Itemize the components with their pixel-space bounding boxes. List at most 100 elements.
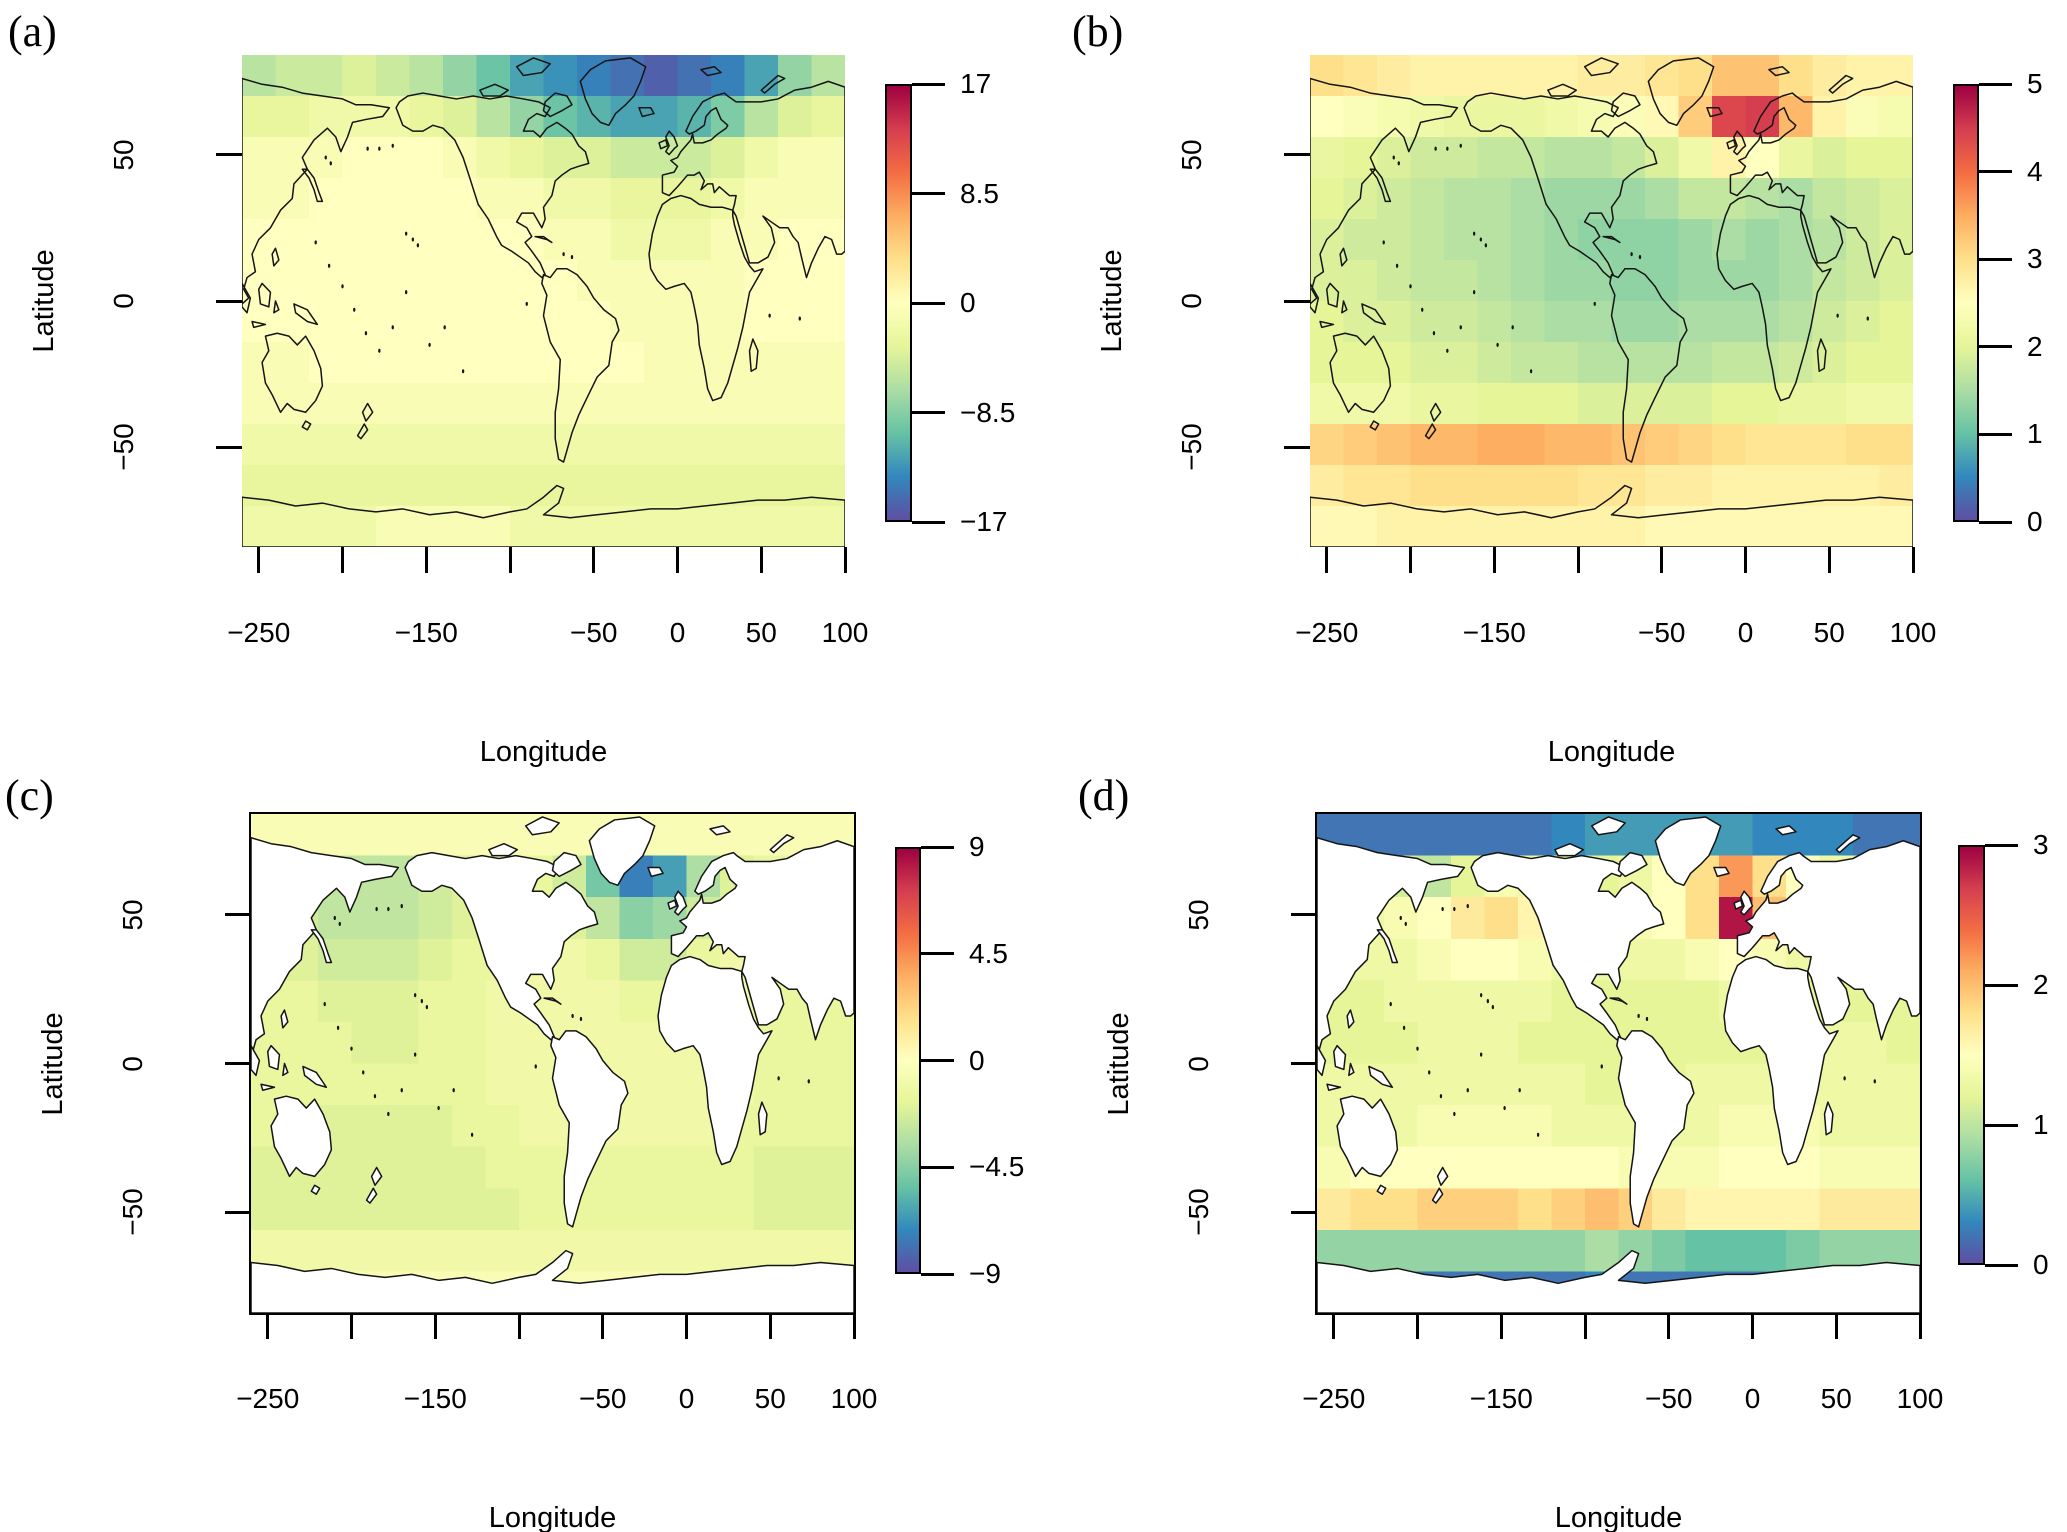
colorbar-tick (1979, 257, 2012, 261)
y-axis-title: Latitude (37, 1011, 69, 1116)
x-axis-tick (768, 1313, 772, 1339)
colorbar-tick (1985, 1123, 2018, 1127)
x-axis-tick-label: −50 (570, 617, 618, 648)
x-axis-tick (517, 1313, 521, 1339)
y-axis-tick (1284, 299, 1310, 303)
map-plot (242, 55, 845, 547)
x-axis-tick (1834, 1313, 1838, 1339)
y-axis-tick-label: 0 (1176, 293, 1207, 309)
colorbar-tick-label: −17 (960, 506, 1008, 537)
map-plot (1315, 812, 1922, 1315)
colorbar-tick (1979, 82, 2012, 86)
coastline-overlay (1317, 814, 1920, 1313)
colorbar-tick (921, 952, 954, 956)
x-axis-tick (1660, 547, 1664, 573)
colorbar-tick-label: 0 (960, 287, 976, 318)
colorbar-tick-label: 17 (960, 68, 992, 99)
colorbar-tick (912, 301, 945, 305)
x-axis-tick-label: −250 (236, 1383, 300, 1414)
colorbar-tick-label: 0 (969, 1044, 985, 1076)
coastline-overlay (251, 814, 854, 1313)
x-axis-tick-label: −250 (1295, 617, 1359, 648)
colorbar-tick-label: 2 (2033, 969, 2049, 1000)
y-axis-tick-label: 50 (1183, 899, 1214, 931)
colorbar-tick (1985, 1263, 2018, 1267)
x-axis-tick (1325, 547, 1329, 573)
x-axis-tick-label: −250 (227, 617, 291, 648)
x-axis-tick (1492, 547, 1496, 573)
colorbar-tick (1979, 432, 2012, 436)
heatmap-canvas (242, 55, 845, 547)
x-axis-tick-label: −150 (394, 617, 458, 648)
colorbar-tick (912, 520, 945, 524)
x-axis-tick (1667, 1313, 1671, 1339)
colorbar-gradient (885, 84, 912, 522)
x-axis-tick-label: 100 (1889, 617, 1937, 648)
y-axis-tick (216, 153, 242, 157)
colorbar-tick-label: 9 (969, 831, 985, 862)
colorbar-tick (1979, 345, 2012, 349)
y-axis-tick-label: −50 (1183, 1188, 1214, 1236)
x-axis-title: Longitude (1554, 1502, 1683, 1532)
y-axis-tick (225, 1062, 251, 1065)
colorbar-gradient (1958, 845, 1985, 1265)
colorbar-gradient (1953, 84, 1979, 522)
colorbar-tick (1979, 170, 2012, 174)
panel-letter: (a) (8, 7, 57, 56)
y-axis-tick (225, 1210, 251, 1214)
map-plot (249, 812, 856, 1315)
x-axis-tick (1827, 547, 1831, 573)
x-axis-tick-label: 100 (830, 1383, 878, 1414)
colorbar-gradient (895, 847, 921, 1274)
x-axis-tick-label: −50 (579, 1383, 627, 1414)
y-axis-title: Latitude (28, 249, 60, 353)
heatmap-canvas (1310, 55, 1913, 547)
colorbar-tick (1985, 983, 2018, 987)
y-axis-tick-label: 50 (108, 138, 139, 171)
x-axis-tick (1416, 1313, 1419, 1339)
x-axis-tick (676, 547, 679, 573)
colorbar-tick (921, 1272, 954, 1276)
x-axis-tick-label: 0 (669, 617, 686, 648)
x-axis-tick-label: −50 (1645, 1383, 1693, 1414)
x-axis-tick (852, 1313, 856, 1339)
x-axis-tick (685, 1313, 688, 1339)
x-axis-tick (266, 1313, 270, 1339)
x-axis-tick (508, 547, 512, 573)
colorbar-tick (912, 82, 945, 86)
y-axis-tick-label: 0 (108, 293, 139, 309)
colorbar-tick (921, 845, 954, 849)
x-axis-tick (1332, 1313, 1336, 1339)
panel-letter: (d) (1078, 771, 1130, 820)
colorbar-tick-label: 3 (2027, 243, 2043, 275)
x-axis-tick-label: 50 (745, 617, 777, 648)
y-axis-tick-label: 50 (117, 899, 148, 931)
x-axis-tick-label: 50 (1820, 1383, 1852, 1414)
x-axis-tick (1499, 1313, 1503, 1339)
colorbar-tick-label: 3 (2033, 829, 2049, 860)
x-axis-tick (257, 547, 261, 573)
x-axis-tick (1583, 1313, 1587, 1339)
x-axis-tick-label: −150 (1469, 1383, 1533, 1414)
x-axis-tick-label: −250 (1302, 1383, 1366, 1414)
y-axis-title: Latitude (1096, 249, 1128, 353)
x-axis-tick (759, 547, 763, 573)
y-axis-tick (216, 445, 242, 449)
x-axis-title: Longitude (488, 1502, 617, 1532)
x-axis-tick (433, 1313, 437, 1339)
map-plot (1310, 55, 1913, 547)
x-axis-title: Longitude (479, 736, 608, 768)
colorbar-tick-label: 2 (2027, 330, 2043, 362)
y-axis-tick (1284, 445, 1310, 449)
x-axis-tick (350, 1313, 353, 1339)
coastline-overlay (242, 55, 845, 547)
y-axis-tick-label: −50 (117, 1188, 148, 1236)
x-axis-title: Longitude (1547, 736, 1676, 768)
colorbar-tick-label: −8.5 (960, 396, 1016, 428)
colorbar-tick-label: 1 (2027, 418, 2043, 450)
x-axis-tick (1911, 547, 1915, 573)
y-axis-tick (1291, 1062, 1317, 1065)
x-axis-tick-label: 0 (1737, 617, 1754, 648)
x-axis-tick-label: 100 (1896, 1383, 1944, 1414)
y-axis-tick-label: 50 (1176, 138, 1207, 171)
